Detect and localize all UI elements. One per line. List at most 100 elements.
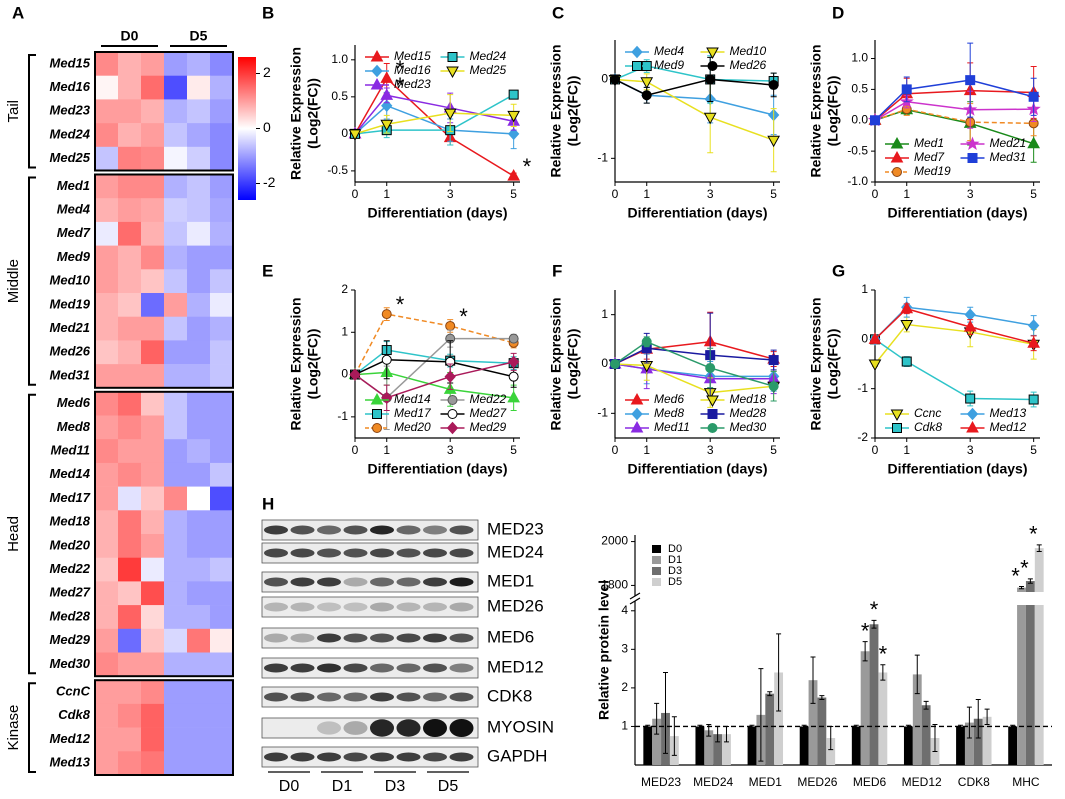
heat-cell	[187, 391, 211, 416]
legend-label: Med4	[654, 44, 684, 58]
y-tick-label: 2	[341, 282, 348, 296]
blot-band	[290, 548, 315, 558]
row-label: Med7	[57, 225, 91, 240]
significance-mark: *	[396, 73, 405, 98]
series-line	[614, 347, 774, 365]
x-tick-label: MHC	[1012, 775, 1040, 789]
error-bar	[1019, 586, 1025, 590]
legend-label: Med12	[990, 420, 1027, 434]
significance-mark: *	[396, 56, 405, 81]
heat-cell	[187, 680, 211, 705]
blot-band	[423, 692, 447, 702]
heat-cell	[210, 99, 234, 124]
x-tick-label: 0	[612, 443, 619, 457]
row-label: Med10	[50, 273, 91, 288]
heat-cell	[210, 605, 234, 630]
row-label: Med28	[50, 608, 91, 623]
x-tick-label: 0	[352, 443, 359, 457]
heat-cell	[118, 628, 142, 653]
error-bar	[767, 691, 773, 697]
series-line	[354, 93, 515, 135]
x-tick-label: 1	[903, 187, 910, 201]
group-bracket	[28, 176, 36, 386]
error-bar	[776, 633, 782, 712]
series-line	[354, 313, 514, 375]
x-tick-label: 5	[510, 443, 517, 457]
legend-label: Med9	[654, 58, 684, 72]
blot-band	[264, 548, 288, 558]
row-label: Med6	[57, 395, 91, 410]
heat-cell	[95, 99, 119, 124]
heat-cell	[141, 316, 165, 341]
panel-label: D	[832, 3, 844, 22]
series-line	[614, 65, 774, 82]
marker	[380, 71, 394, 83]
blot-band	[370, 525, 394, 535]
panel-label: G	[832, 261, 845, 280]
heat-cell	[118, 652, 142, 677]
blot-band	[449, 692, 474, 702]
series-line	[354, 361, 514, 399]
x-tick-label: 5	[770, 443, 777, 457]
legend-marker	[707, 423, 718, 433]
legend-label: Med24	[470, 49, 507, 63]
blot-band	[449, 577, 474, 587]
heat-cell	[118, 316, 142, 341]
heat-cell	[187, 174, 211, 199]
marker	[508, 89, 519, 100]
row-label: Med1	[57, 178, 90, 193]
blot-band	[264, 692, 288, 702]
x-tick-label: 1	[903, 443, 910, 457]
legend-marker	[372, 409, 382, 419]
x-tick-label: MED26	[797, 775, 837, 789]
error-bar	[966, 706, 972, 739]
heat-cell	[141, 703, 165, 728]
blot-band	[343, 721, 368, 735]
blot-band	[423, 719, 447, 737]
blot-band	[317, 633, 341, 643]
marker	[380, 119, 394, 132]
heat-cell	[95, 146, 119, 171]
x-tick-label: 1	[643, 187, 650, 201]
marker	[508, 371, 519, 382]
heat-cell	[141, 605, 165, 630]
bar	[826, 738, 836, 765]
marker	[508, 333, 519, 344]
blot-band	[423, 525, 447, 535]
blot-band	[264, 525, 288, 535]
blot-band	[290, 663, 315, 673]
heat-cell	[141, 557, 165, 582]
error-bar	[984, 708, 990, 726]
heat-cell	[118, 364, 142, 389]
row-label: Med16	[50, 79, 91, 94]
lane-label: D5	[438, 778, 459, 795]
bar-upper	[1017, 587, 1026, 592]
legend-label: Med23	[394, 77, 431, 91]
blot-band	[370, 602, 394, 612]
bar	[1008, 726, 1018, 765]
legend-label: D5	[668, 576, 682, 588]
heat-cell	[95, 174, 119, 199]
blot-band	[317, 663, 341, 673]
significance-mark: *	[459, 304, 468, 329]
row-label: Med21	[50, 320, 90, 335]
marker	[1027, 336, 1040, 348]
heat-cell	[141, 680, 165, 705]
series-line	[874, 307, 1034, 345]
blot-band	[343, 663, 368, 673]
heat-cell	[118, 221, 142, 246]
y-tick-label: -0.5	[847, 143, 868, 157]
marker	[900, 320, 914, 332]
marker	[443, 108, 457, 121]
legend-marker	[447, 409, 458, 419]
blot-band	[264, 633, 288, 643]
heat-cell	[164, 462, 188, 487]
legend-label: Med13	[990, 406, 1027, 420]
heat-cell	[210, 703, 234, 728]
series-line	[874, 338, 1034, 401]
heat-cell	[118, 391, 142, 416]
legend-marker	[966, 420, 979, 433]
group-border	[94, 173, 234, 389]
group-bracket	[28, 393, 36, 675]
blot-band	[396, 577, 421, 587]
